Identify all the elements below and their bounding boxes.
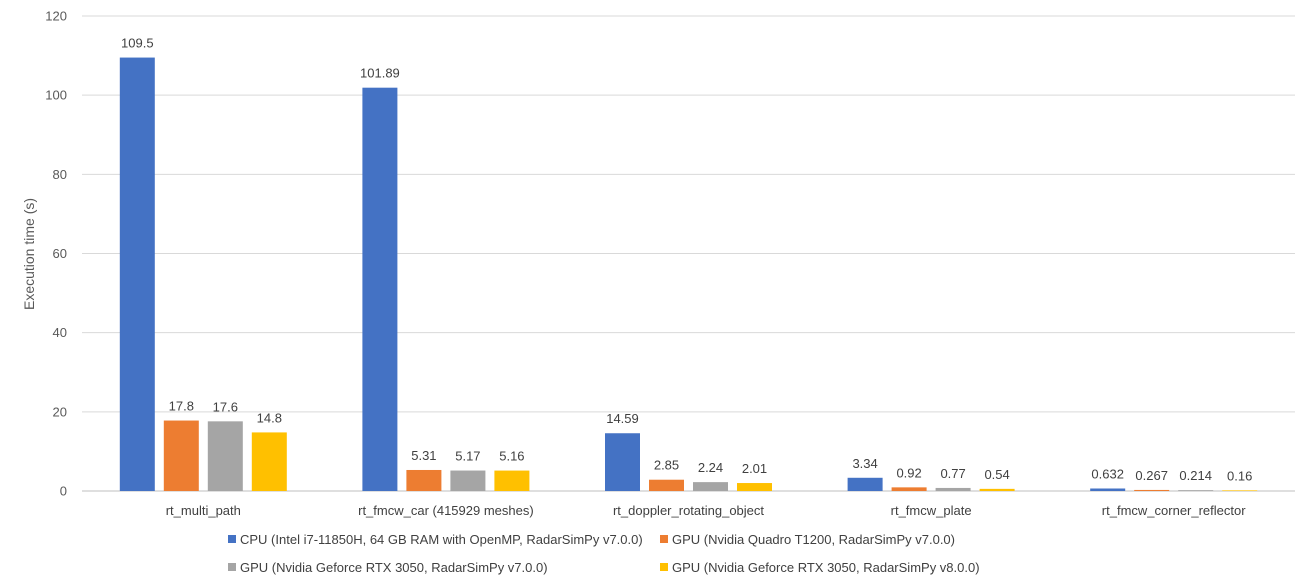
bar — [450, 470, 486, 491]
data-label: 0.54 — [984, 467, 1009, 482]
y-tick-label: 60 — [53, 246, 67, 261]
data-label: 5.31 — [411, 448, 436, 463]
bars — [119, 57, 1258, 491]
bar — [693, 482, 728, 491]
y-tick-label: 100 — [45, 88, 67, 103]
legend-label: GPU (Nvidia Geforce RTX 3050, RadarSimPy… — [240, 560, 548, 575]
category-labels: rt_multi_path rt_fmcw_car (415929 meshes)… — [166, 503, 1247, 518]
data-label: 0.267 — [1135, 468, 1168, 483]
data-label: 0.77 — [940, 466, 965, 481]
legend-swatch — [660, 535, 668, 543]
bar — [163, 420, 199, 491]
legend-swatch — [660, 563, 668, 571]
data-label: 17.6 — [213, 399, 238, 414]
category-label: rt_multi_path — [166, 503, 241, 518]
bar — [406, 469, 442, 491]
legend-item: GPU (Nvidia Geforce RTX 3050, RadarSimPy… — [228, 560, 548, 575]
legend-item: GPU (Nvidia Quadro T1200, RadarSimPy v7.… — [660, 532, 955, 547]
data-label: 5.16 — [499, 449, 524, 464]
legend-label: GPU (Nvidia Quadro T1200, RadarSimPy v7.… — [672, 532, 955, 547]
legend-item: GPU (Nvidia Geforce RTX 3050, RadarSimPy… — [660, 560, 980, 575]
data-label: 17.8 — [169, 399, 194, 414]
bar — [891, 487, 927, 491]
bar — [119, 57, 155, 491]
data-label: 2.24 — [698, 460, 723, 475]
bar — [649, 479, 684, 491]
bar — [1134, 489, 1170, 491]
bar — [251, 432, 287, 491]
data-label: 0.92 — [896, 465, 921, 480]
bar — [1090, 488, 1126, 491]
y-tick-label: 40 — [53, 325, 67, 340]
category-label: rt_fmcw_corner_reflector — [1102, 503, 1246, 518]
bar — [935, 487, 971, 491]
y-tick-label: 80 — [53, 167, 67, 182]
category-label: rt_fmcw_plate — [891, 503, 972, 518]
bar — [847, 477, 883, 491]
data-label: 109.5 — [121, 36, 154, 51]
legend-item: CPU (Intel i7-11850H, 64 GB RAM with Ope… — [228, 532, 643, 547]
data-label: 0.632 — [1091, 466, 1124, 481]
data-label: 3.34 — [852, 456, 877, 471]
data-label: 101.89 — [360, 66, 400, 81]
data-label: 2.85 — [654, 458, 679, 473]
data-label: 0.16 — [1227, 468, 1252, 483]
category-label: rt_doppler_rotating_object — [613, 503, 764, 518]
bar — [1178, 490, 1214, 491]
bar — [1222, 490, 1258, 491]
category-label: rt_fmcw_car (415929 meshes) — [358, 503, 534, 518]
data-labels: 109.5 17.8 17.6 14.8 101.89 5.31 5.17 5.16 14.59… — [121, 36, 1252, 484]
bar — [207, 421, 243, 491]
data-label: 0.214 — [1179, 468, 1212, 483]
legend-swatch — [228, 535, 236, 543]
y-tick-label: 0 — [60, 484, 67, 499]
data-label: 14.8 — [257, 410, 282, 425]
y-tick-label: 120 — [45, 9, 67, 24]
legend-label: CPU (Intel i7-11850H, 64 GB RAM with Ope… — [240, 532, 643, 547]
bar — [494, 470, 530, 491]
data-label: 5.17 — [455, 449, 480, 464]
y-tick-label: 20 — [53, 404, 67, 419]
bar — [979, 488, 1015, 491]
bar — [362, 87, 398, 491]
legend-label: GPU (Nvidia Geforce RTX 3050, RadarSimPy… — [672, 560, 980, 575]
legend-swatch — [228, 563, 236, 571]
gridlines — [82, 15, 1295, 492]
y-axis-title: Execution time (s) — [21, 198, 37, 310]
data-label: 2.01 — [742, 461, 767, 476]
bar — [737, 483, 772, 491]
legend: CPU (Intel i7-11850H, 64 GB RAM with Ope… — [228, 532, 980, 575]
bar — [605, 433, 640, 491]
y-axis-ticks: 0 20 40 60 80 100 120 — [45, 9, 67, 499]
data-label: 14.59 — [606, 411, 639, 426]
